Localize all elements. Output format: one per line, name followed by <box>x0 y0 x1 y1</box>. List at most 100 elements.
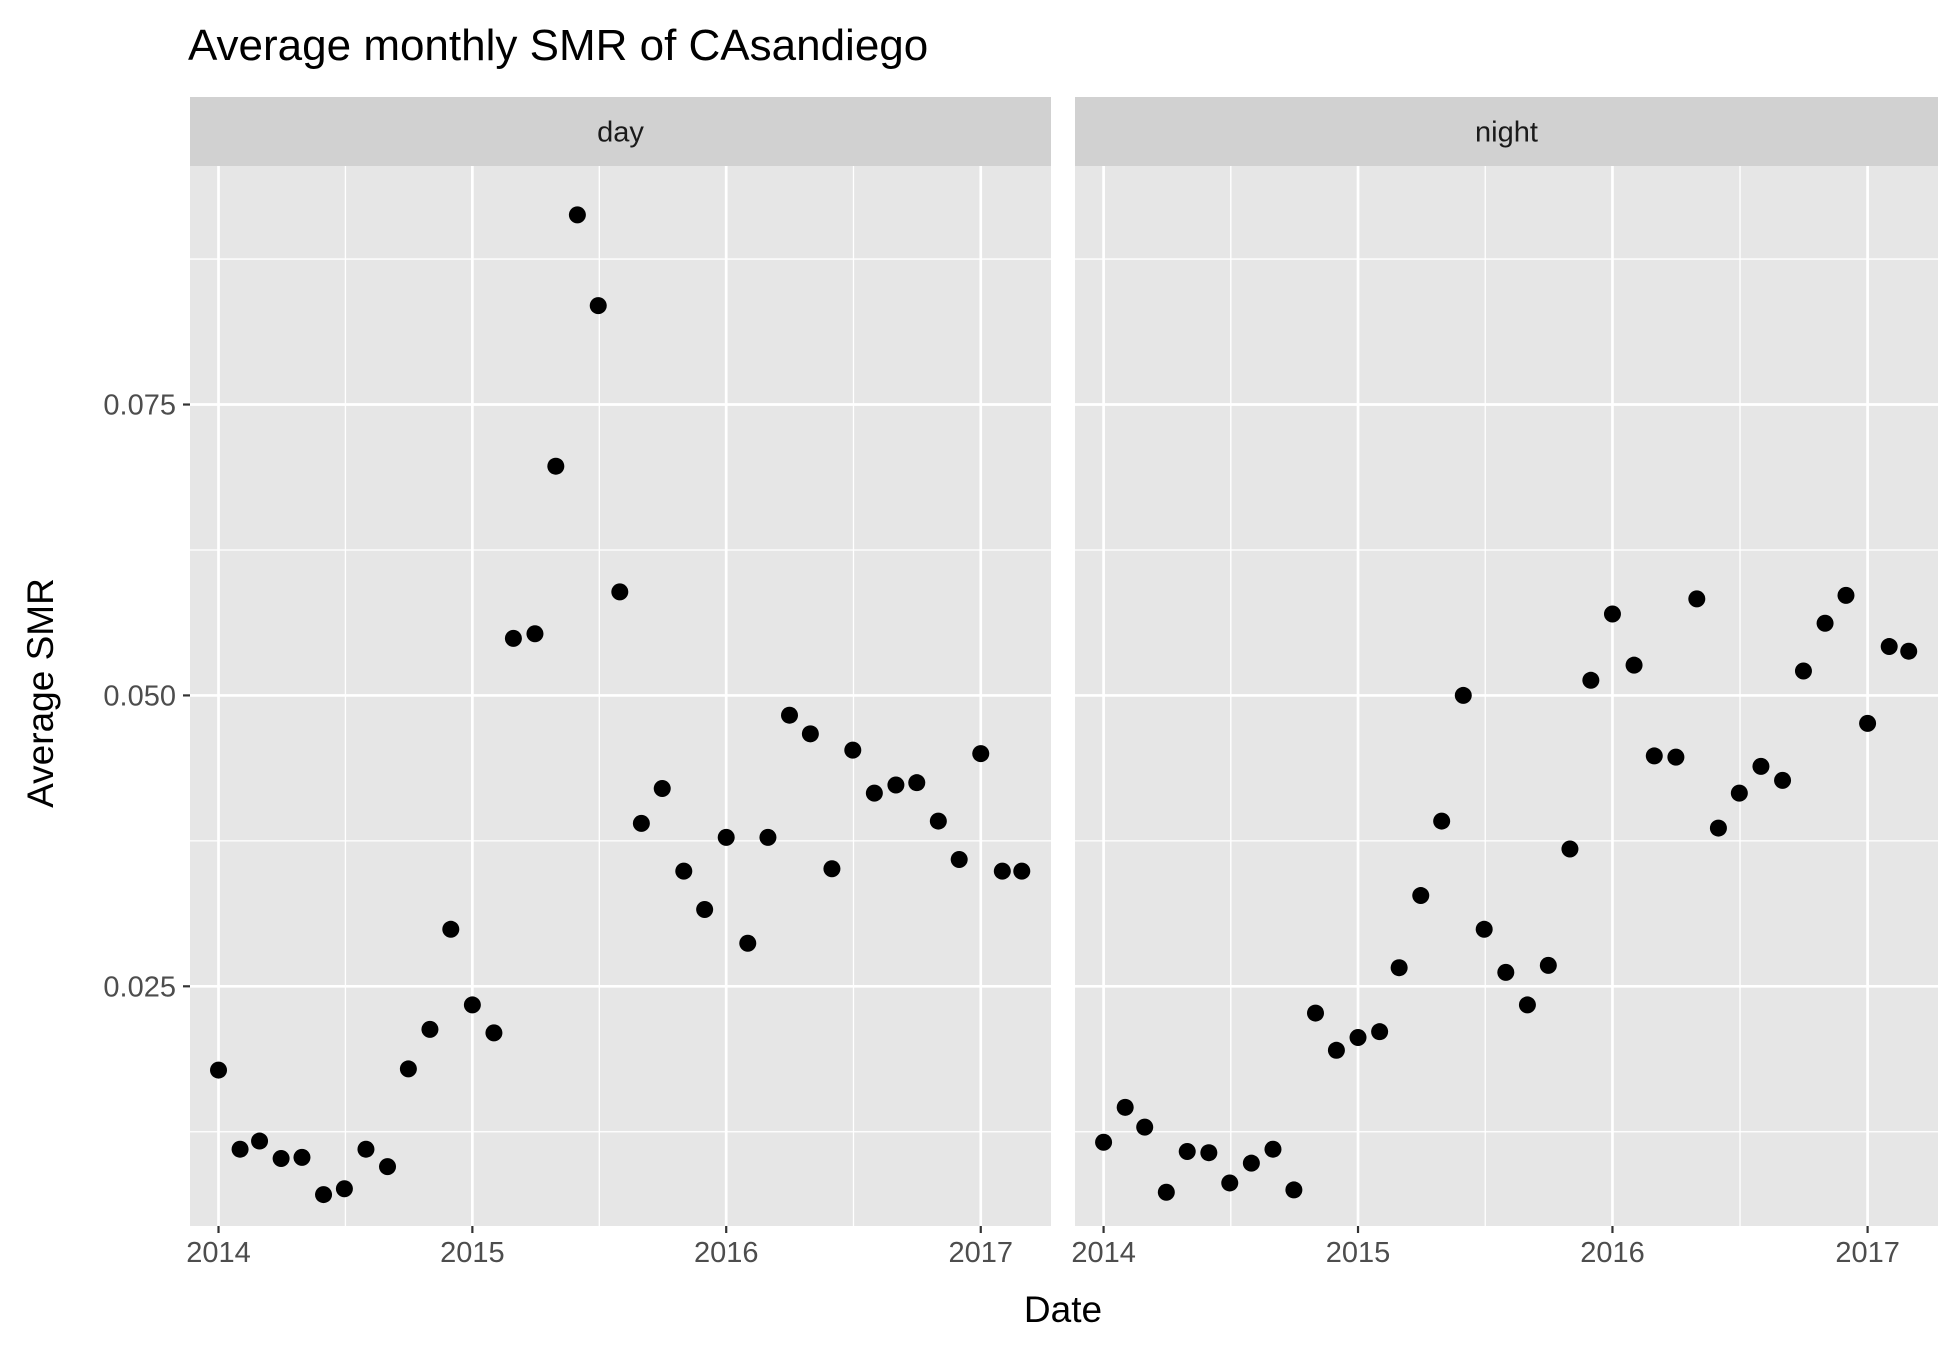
data-point <box>1327 1041 1345 1059</box>
data-point <box>823 860 841 878</box>
x-tick-label: 2015 <box>1326 1237 1391 1269</box>
data-point <box>589 297 607 315</box>
data-point <box>293 1148 311 1166</box>
data-point <box>1242 1154 1260 1172</box>
data-point <box>315 1186 333 1204</box>
data-point <box>1625 656 1643 674</box>
data-point <box>1688 590 1706 608</box>
data-point <box>1475 920 1493 938</box>
facet-panels: day 2014 2015 2016 2017 night 2014 2015 2016 2017 <box>186 97 1938 1269</box>
data-point <box>929 812 947 830</box>
data-point <box>1371 1023 1389 1041</box>
facet-strip-label: day <box>597 117 644 149</box>
data-point <box>1730 784 1748 802</box>
y-tick-label: 0.050 <box>103 680 176 712</box>
data-point <box>379 1158 397 1176</box>
y-tick-label: 0.025 <box>103 971 176 1003</box>
data-point <box>421 1020 439 1038</box>
x-axis-title: Date <box>1024 1289 1102 1330</box>
data-point <box>1285 1181 1303 1199</box>
data-point <box>251 1132 269 1150</box>
x-tick-label: 2015 <box>440 1237 505 1269</box>
data-point <box>844 741 862 759</box>
data-point <box>1539 956 1557 974</box>
x-tick-label: 2017 <box>948 1237 1013 1269</box>
data-point <box>1136 1118 1154 1136</box>
data-point <box>463 996 481 1014</box>
data-point <box>1306 1004 1324 1022</box>
data-point <box>739 934 757 952</box>
data-point <box>357 1140 375 1158</box>
facet-strip <box>1075 97 1938 166</box>
data-point <box>526 625 544 643</box>
data-point <box>1454 686 1472 704</box>
data-point <box>1859 714 1877 732</box>
data-point <box>611 583 629 601</box>
data-point <box>1709 819 1727 837</box>
x-tick-label: 2016 <box>694 1237 759 1269</box>
data-point <box>1200 1144 1218 1162</box>
data-point <box>1264 1140 1282 1158</box>
facet-strip <box>190 97 1051 166</box>
data-point <box>653 780 671 798</box>
data-point <box>1900 642 1918 660</box>
chart-title: Average monthly SMR of CAsandiego <box>188 21 928 70</box>
y-axis-title: Average SMR <box>20 578 61 808</box>
data-point <box>1667 748 1685 766</box>
x-tick-label: 2017 <box>1835 1237 1900 1269</box>
data-point <box>950 850 968 868</box>
data-point <box>1095 1133 1113 1151</box>
data-point <box>887 776 905 794</box>
data-point <box>1349 1029 1367 1047</box>
data-point <box>1390 959 1408 977</box>
data-point <box>1157 1183 1175 1201</box>
data-point <box>231 1140 249 1158</box>
facet-strip-label: night <box>1475 117 1538 149</box>
data-point <box>1013 862 1031 880</box>
data-point <box>1412 887 1430 905</box>
data-point <box>1794 662 1812 680</box>
facet-panel-day: day 2014 2015 2016 2017 <box>186 97 1051 1269</box>
data-point <box>504 629 522 647</box>
data-point <box>1221 1174 1239 1192</box>
data-point <box>759 828 777 846</box>
data-point <box>675 862 693 880</box>
data-point <box>1837 586 1855 604</box>
x-tick-label: 2016 <box>1580 1237 1645 1269</box>
x-tick-label: 2014 <box>186 1237 251 1269</box>
data-point <box>717 828 735 846</box>
data-point <box>335 1180 353 1198</box>
data-point <box>908 774 926 792</box>
data-point <box>696 901 714 919</box>
y-tick-label: 0.075 <box>103 390 176 422</box>
data-point <box>399 1060 417 1078</box>
data-point <box>1518 996 1536 1014</box>
data-point <box>1645 747 1663 765</box>
data-point <box>801 725 819 743</box>
data-point <box>1116 1098 1134 1116</box>
data-point <box>781 706 799 724</box>
x-tick-label: 2014 <box>1071 1237 1136 1269</box>
data-point <box>865 784 883 802</box>
data-point <box>632 814 650 832</box>
data-point <box>485 1024 503 1042</box>
data-point <box>972 745 990 763</box>
data-point <box>1816 614 1834 632</box>
data-point <box>1880 638 1898 656</box>
data-point <box>1582 671 1600 689</box>
data-point <box>547 457 565 475</box>
data-point <box>1774 771 1792 789</box>
data-point <box>1752 757 1770 775</box>
data-point <box>1178 1143 1196 1161</box>
data-point <box>1433 812 1451 830</box>
data-point <box>1497 963 1515 981</box>
data-point <box>1561 840 1579 858</box>
y-axis: 0.025 0.050 0.075 <box>103 390 190 1003</box>
facet-panel-night: night 2014 2015 2016 2017 <box>1071 97 1938 1269</box>
data-point <box>568 206 586 224</box>
data-point <box>272 1150 290 1168</box>
data-point <box>1603 605 1621 623</box>
data-point <box>442 920 460 938</box>
data-point <box>993 862 1011 880</box>
